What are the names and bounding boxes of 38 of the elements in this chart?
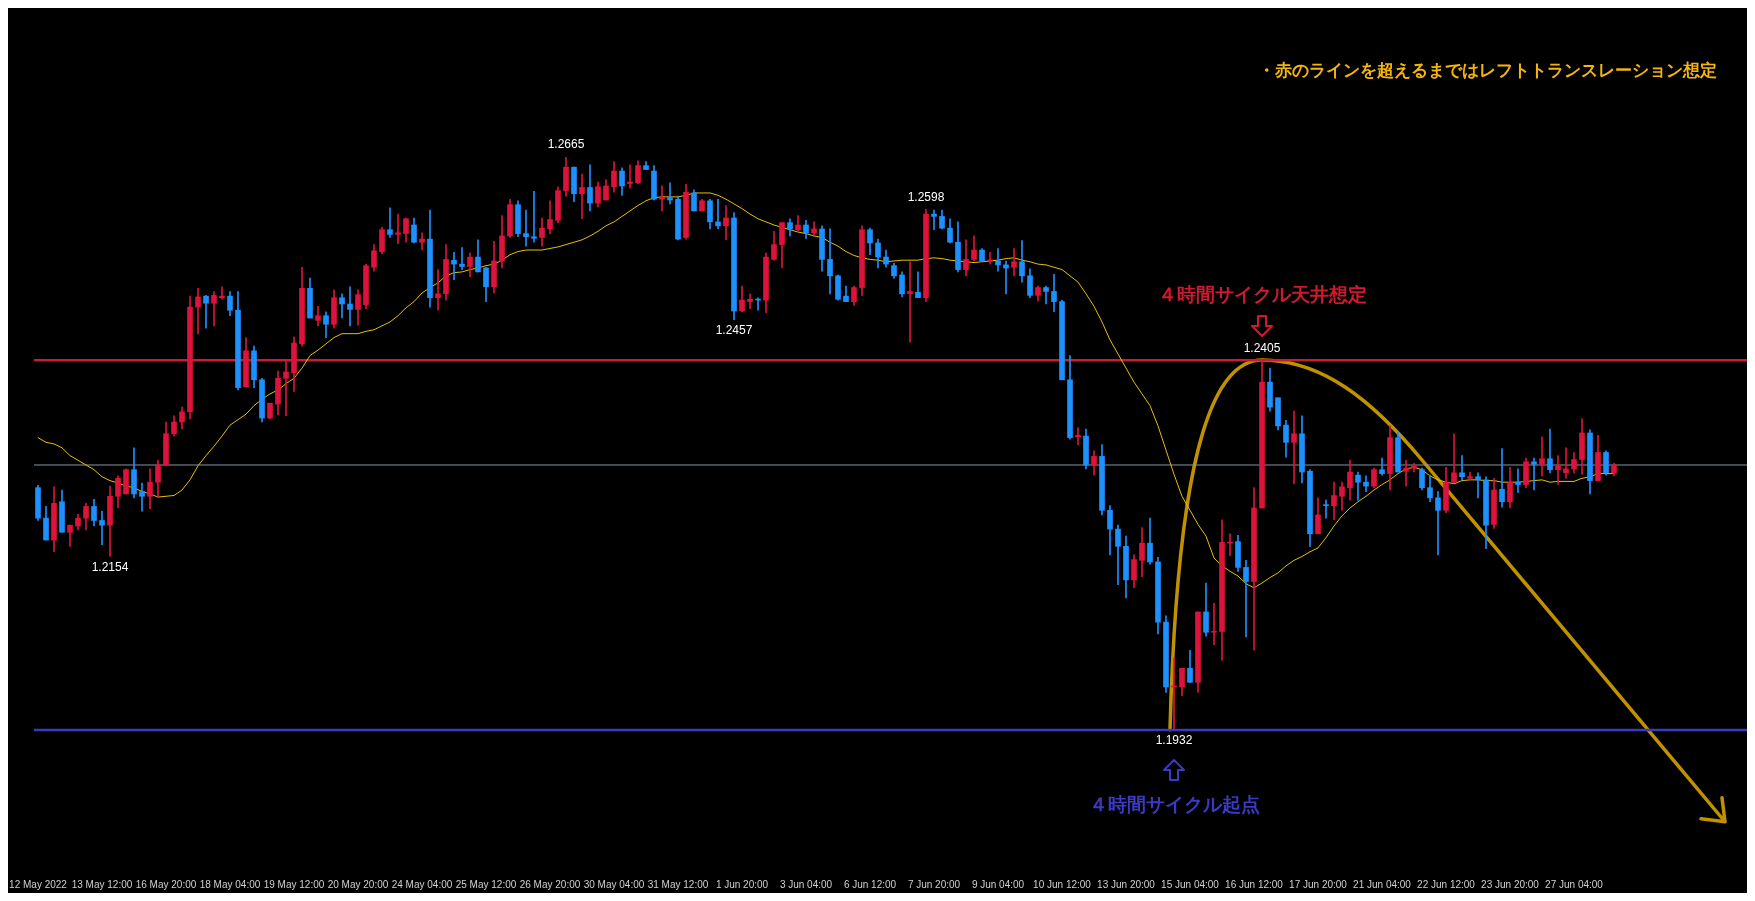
x-tick-label: 7 Jun 20:00 (907, 879, 961, 890)
x-tick-label: 22 Jun 12:00 (1417, 879, 1476, 890)
x-tick-label: 6 Jun 12:00 (843, 879, 897, 890)
candlestick (659, 185, 665, 212)
x-tick-label: 25 May 12:00 (455, 879, 517, 890)
x-tick-label: 17 Jun 20:00 (1289, 879, 1348, 890)
candlestick (1467, 471, 1473, 481)
x-tick-label: 27 Jun 04:00 (1545, 879, 1604, 890)
x-tick-label: 16 May 20:00 (135, 879, 197, 890)
candlestick (395, 213, 401, 245)
legend-label: ４時間サイクル起点 (1088, 792, 1260, 815)
text: ・赤のラインを超えるまではレフトトランスレーション想定 (1258, 60, 1717, 81)
x-tick-label: 13 May 12:00 (71, 879, 133, 890)
x-tick-label: 15 Jun 04:00 (1161, 879, 1220, 890)
x-tick-label: 24 May 04:00 (391, 879, 453, 890)
annotation: 1.2598 (907, 189, 945, 204)
x-tick-label: 19 May 12:00 (263, 879, 325, 890)
x-tick-label: 10 Jun 12:00 (1033, 879, 1092, 890)
x-tick-label: 16 Jun 12:00 (1225, 879, 1284, 890)
x-tick-label: 26 May 20:00 (519, 879, 581, 890)
annotation: 1.1932 (1155, 733, 1193, 748)
candlestick (531, 191, 537, 243)
annotation: 1.2665 (547, 137, 585, 152)
x-tick-label: 13 Jun 20:00 (1097, 879, 1156, 890)
x-tick-label: 3 Jun 04:00 (779, 879, 833, 890)
x-tick-label: 18 May 04:00 (199, 879, 261, 890)
x-tick-label: 30 May 04:00 (583, 879, 645, 890)
ref-line-label: ４時間サイクル天井想定 (1157, 283, 1367, 306)
x-tick-label: 20 May 20:00 (327, 879, 389, 890)
x-tick-label: 1 Jun 20:00 (715, 879, 769, 890)
annotation: 1.2457 (715, 322, 753, 337)
annotation: 1.2154 (91, 559, 129, 574)
annotation: 1.2405 (1243, 340, 1281, 355)
x-tick-label: 31 May 12:00 (647, 879, 709, 890)
x-tick-label: 9 Jun 04:00 (971, 879, 1025, 890)
x-tick-label: 23 Jun 20:00 (1481, 879, 1540, 890)
x-tick-label: 12 May 2022 (9, 879, 68, 890)
x-tick-label: 21 Jun 04:00 (1353, 879, 1412, 890)
